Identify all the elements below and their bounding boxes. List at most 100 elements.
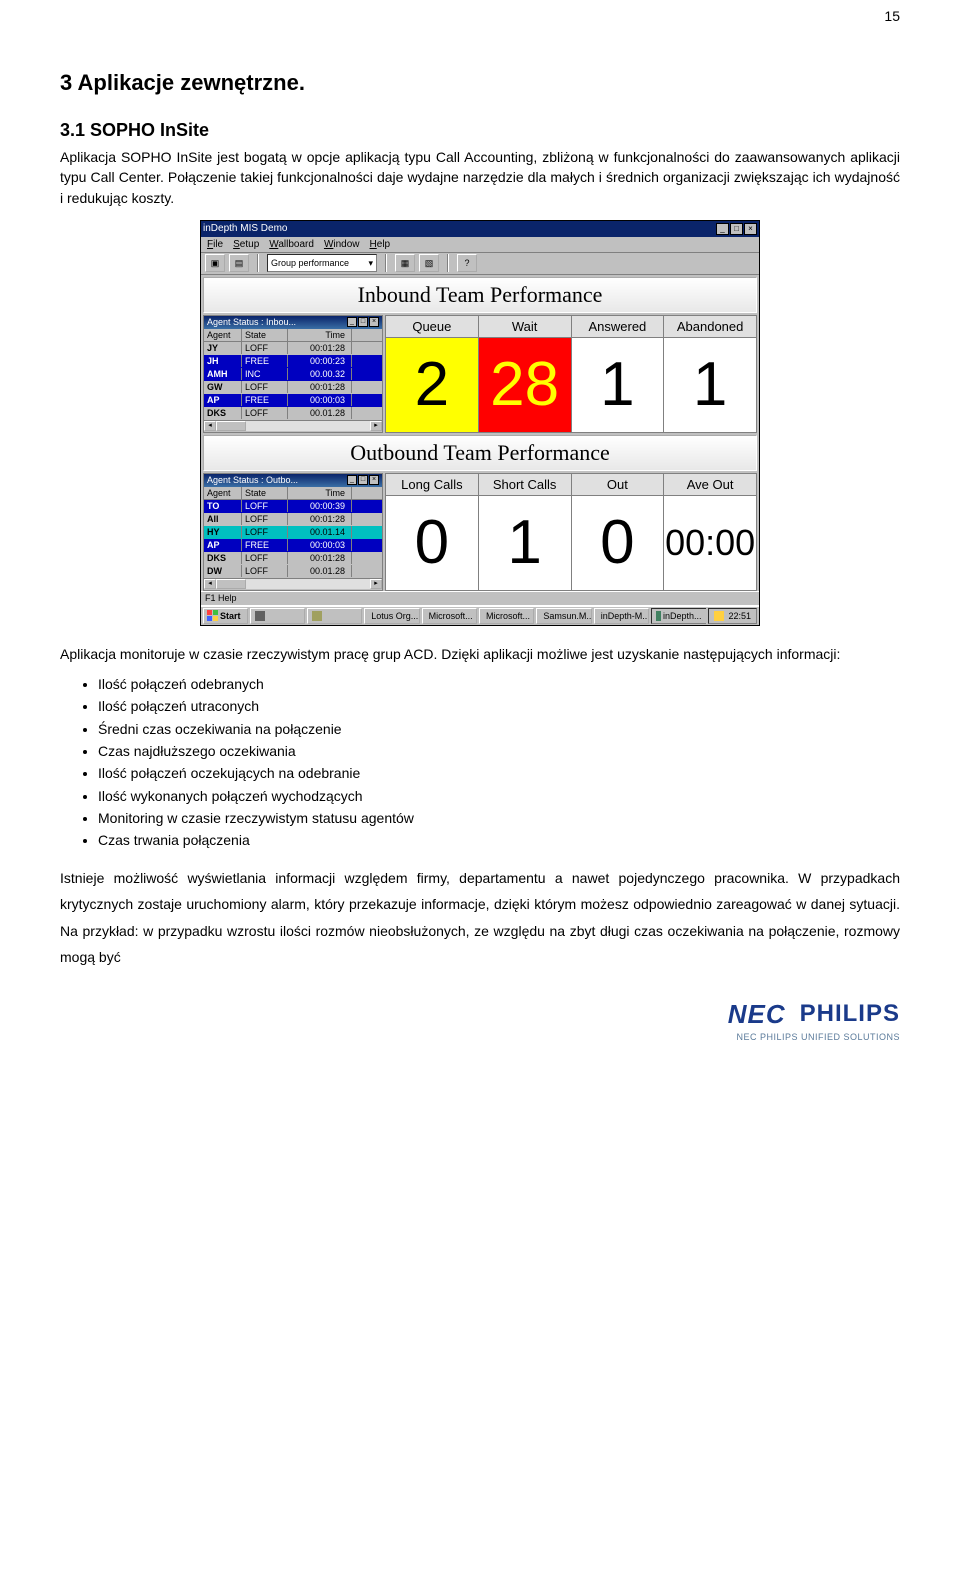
agent-row[interactable]: DWLOFF00.01.28 (204, 565, 382, 578)
start-button[interactable]: Start (203, 608, 248, 624)
taskbar-button[interactable]: Microsoft... (422, 608, 477, 624)
scroll-thumb[interactable] (216, 421, 246, 431)
agent-row[interactable]: APFREE00:00:03 (204, 394, 382, 407)
stat-cell: Ave Out00:00 (664, 474, 756, 590)
agent-row[interactable]: GWLOFF00:01:28 (204, 381, 382, 394)
agent-row[interactable]: APFREE00:00:03 (204, 539, 382, 552)
stat-label: Abandoned (664, 316, 756, 338)
app-icon (255, 611, 265, 621)
titlebar[interactable]: inDepth MIS Demo _ □ × (201, 221, 759, 237)
agent-rows: JYLOFF00:01:28JHFREE00:00:23AMHINC00.00.… (204, 342, 382, 420)
stat-label: Answered (572, 316, 664, 338)
agent-row[interactable]: JHFREE00:00:23 (204, 355, 382, 368)
window-title: inDepth MIS Demo (203, 223, 287, 234)
footer-logo: NEC PHILIPS NEC PHILIPS UNIFIED SOLUTION… (60, 999, 900, 1042)
outbound-stats: Long Calls0Short Calls1Out0Ave Out00:00 (385, 473, 757, 591)
stat-value: 0 (386, 496, 478, 590)
toolbar-button[interactable]: ▧ (419, 254, 439, 272)
taskbar-button[interactable] (307, 608, 362, 624)
stat-label: Out (572, 474, 664, 496)
page-number: 15 (884, 8, 900, 24)
maximize-button[interactable]: □ (730, 223, 743, 235)
toolbar-button[interactable]: ? (457, 254, 477, 272)
menubar: File Setup Wallboard Window Help (201, 237, 759, 253)
stat-cell: Abandoned1 (664, 316, 756, 432)
menu-file[interactable]: File (207, 239, 223, 250)
scroll-right-icon[interactable]: ▸ (370, 579, 382, 589)
scroll-thumb[interactable] (216, 579, 246, 589)
agent-rows: TOLOFF00:00:39AllLOFF00:01:28HYLOFF00.01… (204, 500, 382, 578)
menu-window[interactable]: Window (324, 239, 360, 250)
agent-row[interactable]: DKSLOFF00.01.28 (204, 407, 382, 420)
agent-panel-titlebar[interactable]: Agent Status : Inbou... _□× (204, 316, 382, 329)
agent-row[interactable]: JYLOFF00:01:28 (204, 342, 382, 355)
agent-row[interactable]: AMHINC00.00.32 (204, 368, 382, 381)
bullet-item: Ilość wykonanych połączeń wychodzących (98, 786, 900, 806)
col-agent[interactable]: Agent (204, 487, 242, 499)
app-icon (312, 611, 322, 621)
stat-label: Queue (386, 316, 478, 338)
heading-1: 3 Aplikacje zewnętrzne. (60, 70, 900, 96)
inbound-row: Agent Status : Inbou... _□× Agent State … (203, 315, 757, 433)
agent-row[interactable]: DKSLOFF00:01:28 (204, 552, 382, 565)
taskbar-button[interactable] (250, 608, 305, 624)
paragraph-list-intro: Aplikacja monitoruje w czasie rzeczywist… (60, 644, 900, 664)
toolbar-button[interactable]: ▦ (395, 254, 415, 272)
stat-cell: Queue2 (386, 316, 479, 432)
taskbar: Start Lotus Org...Microsoft...Microsoft.… (201, 605, 759, 625)
taskbar-button[interactable]: Samsun.M... (536, 608, 591, 624)
outbound-row: Agent Status : Outbo... _□× Agent State … (203, 473, 757, 591)
stat-value: 0 (572, 496, 664, 590)
minimize-button[interactable]: _ (716, 223, 729, 235)
menu-setup[interactable]: Setup (233, 239, 259, 250)
toolbar-dropdown[interactable]: Group performance▾ (267, 254, 377, 272)
stat-cell: Short Calls1 (479, 474, 572, 590)
taskbar-button[interactable]: Microsoft... (479, 608, 534, 624)
agent-table-header: Agent State Time (204, 329, 382, 342)
scroll-left-icon[interactable]: ◂ (204, 421, 216, 431)
taskbar-button[interactable]: inDepth... (651, 608, 706, 624)
agent-row[interactable]: AllLOFF00:01:28 (204, 513, 382, 526)
toolbar-button[interactable]: ▤ (229, 254, 249, 272)
col-state[interactable]: State (242, 487, 288, 499)
scroll-left-icon[interactable]: ◂ (204, 579, 216, 589)
stat-label: Long Calls (386, 474, 478, 496)
statusbar: F1 Help (201, 591, 759, 605)
menu-wallboard[interactable]: Wallboard (269, 239, 314, 250)
toolbar-button[interactable]: ▣ (205, 254, 225, 272)
stat-cell: Wait28 (479, 316, 572, 432)
horizontal-scrollbar[interactable]: ◂ ▸ (204, 578, 382, 590)
agent-row[interactable]: HYLOFF00.01.14 (204, 526, 382, 539)
paragraph-closing: Istnieje możliwość wyświetlania informac… (60, 865, 900, 971)
scroll-right-icon[interactable]: ▸ (370, 421, 382, 431)
agent-panel-titlebar[interactable]: Agent Status : Outbo... _□× (204, 474, 382, 487)
inbound-header: Inbound Team Performance (203, 277, 757, 313)
paragraph-intro: Aplikacja SOPHO InSite jest bogatą w opc… (60, 147, 900, 208)
taskbar-button[interactable]: inDepth-M... (594, 608, 649, 624)
agent-row[interactable]: TOLOFF00:00:39 (204, 500, 382, 513)
nec-logo: NEC (728, 999, 786, 1030)
stat-label: Ave Out (664, 474, 756, 496)
tray-clock: 22:51 (728, 611, 751, 621)
page: 15 3 Aplikacje zewnętrzne. 3.1 SOPHO InS… (0, 0, 960, 1072)
col-time[interactable]: Time (288, 487, 352, 499)
toolbar-separator-icon (257, 254, 259, 272)
stat-label: Short Calls (479, 474, 571, 496)
stat-value: 1 (572, 338, 664, 432)
stat-cell: Answered1 (572, 316, 665, 432)
toolbar-separator-icon (385, 254, 387, 272)
horizontal-scrollbar[interactable]: ◂ ▸ (204, 420, 382, 432)
taskbar-button[interactable]: Lotus Org... (364, 608, 419, 624)
col-agent[interactable]: Agent (204, 329, 242, 341)
menu-help[interactable]: Help (370, 239, 391, 250)
footer-tagline: NEC PHILIPS UNIFIED SOLUTIONS (60, 1032, 900, 1042)
outbound-agent-panel: Agent Status : Outbo... _□× Agent State … (203, 473, 383, 591)
toolbar: ▣ ▤ Group performance▾ ▦ ▧ ? (201, 253, 759, 275)
close-button[interactable]: × (744, 223, 757, 235)
col-time[interactable]: Time (288, 329, 352, 341)
tray-icon[interactable] (714, 611, 724, 621)
col-state[interactable]: State (242, 329, 288, 341)
stat-value: 00:00 (664, 496, 756, 590)
bullet-item: Ilość połączeń oczekujących na odebranie (98, 763, 900, 783)
system-tray[interactable]: 22:51 (708, 608, 757, 624)
